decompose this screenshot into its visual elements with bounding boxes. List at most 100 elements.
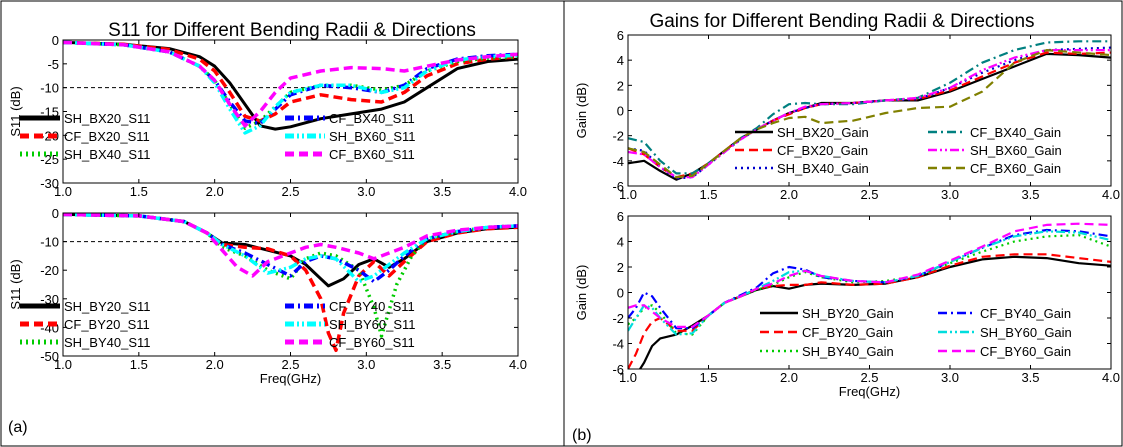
y-tick-label: -5 bbox=[47, 57, 59, 72]
legend-label-CF_BY40_Gain: CF_BY40_Gain bbox=[980, 306, 1071, 321]
y-tick-label: 2 bbox=[617, 260, 624, 275]
series-line-SH_BX40_Gain bbox=[628, 46, 1111, 180]
y-tick-label: 0 bbox=[617, 104, 624, 119]
y-axis-label: Gain (dB) bbox=[574, 83, 589, 139]
y-tick-label: -2 bbox=[612, 129, 624, 144]
y-tick-label: -10 bbox=[40, 81, 59, 96]
panel-a-label: (a) bbox=[8, 419, 28, 436]
series-line-CF_BY20_Gain bbox=[628, 253, 1111, 369]
legend-label-SH_BY40_Gain: SH_BY40_Gain bbox=[802, 344, 894, 359]
legend-label-SH_BX40_Gain: SH_BX40_Gain bbox=[777, 161, 869, 176]
series-line-CF_BY60_S11 bbox=[63, 213, 518, 278]
x-tick-label: 2.0 bbox=[780, 187, 798, 202]
x-tick-label: 2.5 bbox=[281, 184, 299, 199]
x-tick-label: 1.0 bbox=[619, 187, 637, 202]
legend-label-CF_BY60_Gain: CF_BY60_Gain bbox=[980, 344, 1071, 359]
legend-label-CF_BX40_Gain: CF_BX40_Gain bbox=[970, 125, 1061, 140]
x-axis-label: Freq(GHz) bbox=[260, 371, 321, 386]
y-tick-label: -10 bbox=[40, 235, 59, 250]
chart-2: Gains for Different Bending Radii & Dire… bbox=[574, 11, 1120, 202]
x-tick-label: 1.5 bbox=[130, 184, 148, 199]
x-tick-label: 2.0 bbox=[206, 357, 224, 372]
legend-label-SH_BX40_S11: SH_BX40_S11 bbox=[64, 147, 151, 162]
y-tick-label: 0 bbox=[52, 206, 59, 221]
legend-label-SH_BY20_Gain: SH_BY20_Gain bbox=[802, 306, 894, 321]
legend-label-SH_BY60_Gain: SH_BY60_Gain bbox=[980, 325, 1072, 340]
x-tick-label: 3.0 bbox=[941, 187, 959, 202]
series-line-CF_BX60_Gain bbox=[628, 48, 1111, 179]
legend-label-SH_BY40_S11: SH_BY40_S11 bbox=[64, 335, 151, 350]
x-tick-label: 2.5 bbox=[281, 357, 299, 372]
series-line-SH_BX60_Gain bbox=[628, 48, 1111, 179]
x-tick-label: 3.5 bbox=[433, 357, 451, 372]
legend-label-CF_BY40_S11: CF_BY40_S11 bbox=[329, 299, 415, 314]
y-tick-label: 0 bbox=[52, 33, 59, 48]
x-tick-label: 1.5 bbox=[699, 187, 717, 202]
x-tick-label: 3.0 bbox=[941, 370, 959, 385]
y-tick-label: 4 bbox=[617, 53, 624, 68]
legend-label-SH_BY60_S11: SH_BY60_S11 bbox=[329, 317, 416, 332]
series-line-SH_BX20_S11 bbox=[63, 40, 518, 131]
chart-1: 1.0 1.5 2.0 2.5 3.0 3.5 4.00-10-20-30-40-50S11… bbox=[8, 206, 527, 386]
x-tick-label: 2.5 bbox=[860, 370, 878, 385]
x-tick-label: 1.0 bbox=[54, 357, 72, 372]
chart-0: S11 for Different Bending Radii & Direct… bbox=[8, 20, 527, 199]
x-tick-label: 3.0 bbox=[357, 357, 375, 372]
legend-label-SH_BY20_S11: SH_BY20_S11 bbox=[64, 299, 151, 314]
y-tick-label: -50 bbox=[40, 349, 59, 364]
series-line-CF_BX20_S11 bbox=[63, 40, 518, 123]
y-tick-label: -20 bbox=[40, 263, 59, 278]
legend-label-CF_BY60_S11: CF_BY60_S11 bbox=[329, 335, 415, 350]
legend-label-CF_BX60_S11: CF_BX60_S11 bbox=[329, 147, 415, 162]
panel-b-frame bbox=[563, 0, 1123, 447]
legend-label-CF_BX20_S11: CF_BX20_S11 bbox=[64, 129, 150, 144]
x-tick-label: 3.5 bbox=[433, 184, 451, 199]
x-tick-label: 3.0 bbox=[357, 184, 375, 199]
y-axis-label: S11 (dB) bbox=[8, 86, 23, 136]
series-line-CF_BX20_Gain bbox=[628, 51, 1111, 179]
legend-label-SH_BX60_Gain: SH_BX60_Gain bbox=[970, 143, 1062, 158]
x-tick-label: 2.5 bbox=[860, 187, 878, 202]
legend-label-CF_BX20_Gain: CF_BX20_Gain bbox=[777, 143, 868, 158]
y-tick-label: -6 bbox=[612, 362, 624, 377]
legend-label-SH_BX20_Gain: SH_BX20_Gain bbox=[777, 125, 869, 140]
y-tick-label: 4 bbox=[617, 235, 624, 250]
y-tick-label: 6 bbox=[617, 28, 624, 43]
series-line-SH_BY60_S11 bbox=[63, 213, 518, 284]
y-tick-label: -4 bbox=[612, 154, 624, 169]
x-tick-label: 3.5 bbox=[1021, 370, 1039, 385]
x-tick-label: 3.5 bbox=[1021, 187, 1039, 202]
series-line-CF_BY40_S11 bbox=[63, 213, 518, 284]
y-tick-label: -6 bbox=[612, 179, 624, 194]
x-tick-label: 1.0 bbox=[619, 370, 637, 385]
chart-3: 1.0 1.5 2.0 2.5 3.0 3.5 4.0 6 4 2 0 -2 -4 -6 Gain (dB)… bbox=[574, 209, 1120, 399]
chart-title: Gains for Different Bending Radii & Dire… bbox=[649, 11, 1034, 32]
y-tick-label: 6 bbox=[617, 209, 624, 224]
legend-label-SH_BX60_S11: SH_BX60_S11 bbox=[329, 129, 416, 144]
y-axis-label: S11 (dB) bbox=[8, 259, 23, 309]
legend-label-CF_BY20_S11: CF_BY20_S11 bbox=[64, 317, 150, 332]
y-tick-label: -2 bbox=[612, 311, 624, 326]
y-axis-label: Gain (dB) bbox=[574, 265, 589, 321]
x-tick-label: 2.0 bbox=[206, 184, 224, 199]
legend-label-CF_BX60_Gain: CF_BX60_Gain bbox=[970, 161, 1061, 176]
series-line-CF_BY60_Gain bbox=[628, 222, 1111, 328]
y-tick-label: 0 bbox=[617, 286, 624, 301]
x-tick-label: 2.0 bbox=[780, 370, 798, 385]
series-line-CF_BX60_S11 bbox=[63, 40, 518, 128]
x-tick-label: 4.0 bbox=[509, 357, 527, 372]
legend-label-SH_BX20_S11: SH_BX20_S11 bbox=[64, 111, 151, 126]
legend-label-CF_BX40_S11: CF_BX40_S11 bbox=[329, 111, 415, 126]
y-tick-label: -4 bbox=[612, 337, 624, 352]
series-line-CF_BY20_S11 bbox=[63, 213, 518, 353]
x-axis-label: Freq(GHz) bbox=[839, 384, 900, 399]
y-tick-label: -30 bbox=[40, 176, 59, 191]
x-tick-label: 1.5 bbox=[130, 357, 148, 372]
plots: S11 for Different Bending Radii & Direct… bbox=[8, 11, 1120, 399]
y-tick-label: -30 bbox=[40, 292, 59, 307]
y-tick-label: 2 bbox=[617, 78, 624, 93]
panel-b-label: (b) bbox=[572, 427, 592, 444]
x-tick-label: 4.0 bbox=[1102, 187, 1120, 202]
chart-title: S11 for Different Bending Radii & Direct… bbox=[108, 20, 476, 41]
